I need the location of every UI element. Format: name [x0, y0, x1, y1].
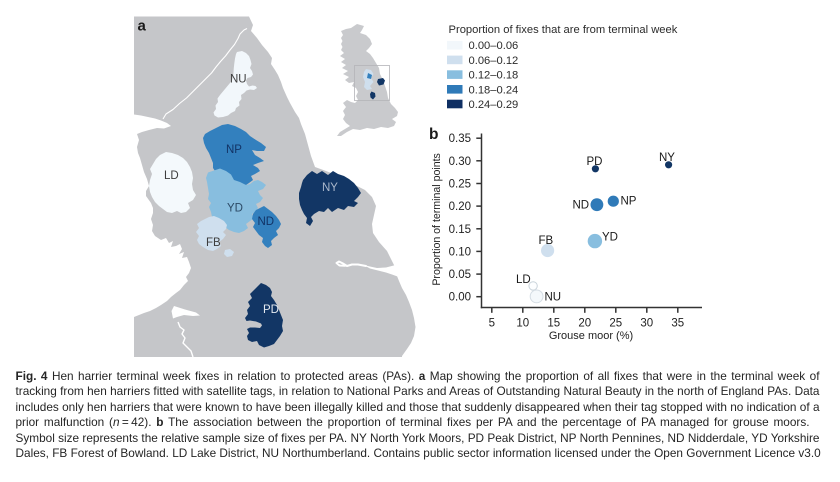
svg-text:PD: PD — [263, 304, 279, 316]
svg-text:LD: LD — [164, 170, 179, 182]
svg-text:0.10: 0.10 — [449, 246, 471, 258]
svg-text:0.00: 0.00 — [449, 292, 471, 304]
svg-text:10: 10 — [516, 318, 529, 330]
svg-text:30: 30 — [640, 318, 653, 330]
svg-text:NY: NY — [659, 152, 675, 164]
svg-text:NP: NP — [226, 144, 242, 156]
svg-text:35: 35 — [671, 318, 684, 330]
svg-text:YD: YD — [227, 203, 243, 215]
svg-text:NU: NU — [230, 74, 247, 86]
svg-text:0.18–0.24: 0.18–0.24 — [469, 84, 519, 96]
svg-text:b: b — [429, 126, 438, 143]
svg-text:0.12–0.18: 0.12–0.18 — [469, 70, 519, 82]
svg-text:NU: NU — [545, 292, 562, 304]
svg-text:0.06–0.12: 0.06–0.12 — [469, 55, 519, 67]
svg-text:YD: YD — [602, 232, 618, 244]
svg-text:a: a — [138, 18, 147, 35]
svg-text:LD: LD — [516, 274, 531, 286]
svg-text:NP: NP — [621, 196, 637, 208]
svg-text:0.05: 0.05 — [449, 269, 471, 281]
svg-text:0.00–0.06: 0.00–0.06 — [469, 40, 519, 52]
svg-text:Proportion of terminal points: Proportion of terminal points — [431, 153, 443, 286]
svg-text:0.30: 0.30 — [449, 156, 471, 168]
svg-text:0.15: 0.15 — [449, 224, 471, 236]
svg-text:FB: FB — [206, 237, 221, 249]
svg-text:25: 25 — [609, 318, 622, 330]
svg-text:0.35: 0.35 — [449, 133, 471, 145]
svg-text:0.24–0.29: 0.24–0.29 — [469, 99, 519, 111]
svg-text:Proportion of fixes that are f: Proportion of fixes that are from termin… — [449, 24, 678, 36]
svg-text:20: 20 — [578, 318, 591, 330]
svg-text:Grouse moor (%): Grouse moor (%) — [549, 330, 633, 342]
svg-text:5: 5 — [489, 318, 495, 330]
svg-text:ND: ND — [573, 200, 590, 212]
svg-text:PD: PD — [587, 156, 603, 168]
svg-text:ND: ND — [258, 216, 275, 228]
svg-text:15: 15 — [547, 318, 560, 330]
svg-text:0.20: 0.20 — [449, 201, 471, 213]
svg-text:0.25: 0.25 — [449, 179, 471, 191]
svg-text:NY: NY — [322, 182, 338, 194]
svg-text:FB: FB — [539, 235, 554, 247]
